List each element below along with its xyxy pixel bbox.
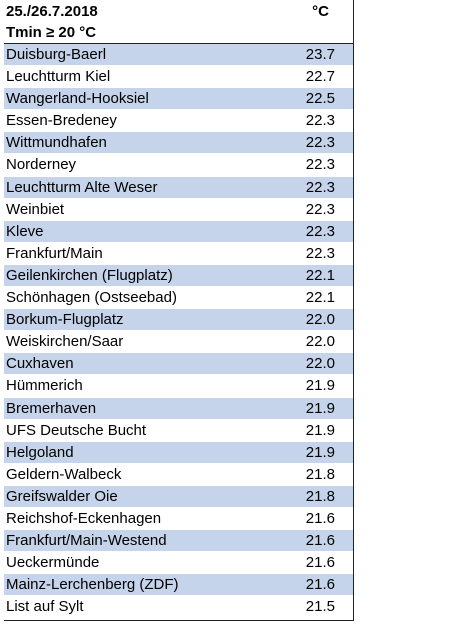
table-row: Geilenkirchen (Flugplatz) 22.1 — [4, 264, 353, 288]
temperature-value: 22.7 — [305, 68, 335, 86]
temperature-value: 22.3 — [305, 112, 335, 130]
station-name: Helgoland — [6, 443, 74, 461]
temperature-table: 25./26.7.2018 °C Tmin ≥ 20 °C Duisburg-B… — [4, 0, 354, 621]
table-row: Cuxhaven 22.0 — [4, 353, 353, 376]
table-row: Bremerhaven 21.9 — [4, 397, 353, 420]
station-name: Geilenkirchen (Flugplatz) — [6, 266, 173, 284]
temperature-value: 22.3 — [305, 244, 335, 262]
table-row: Frankfurt/Main-Westend 21.6 — [4, 530, 353, 553]
temperature-value: 21.6 — [305, 576, 335, 594]
temperature-value: 21.8 — [305, 487, 335, 505]
temperature-value: 21.9 — [305, 377, 335, 395]
station-name: Greifswalder Oie — [6, 487, 118, 505]
table-row: UFS Deutsche Bucht 21.9 — [4, 420, 353, 442]
temperature-value: 23.7 — [305, 46, 335, 63]
temperature-value: 21.8 — [305, 465, 335, 483]
table-row: Borkum-Flugplatz 22.0 — [4, 309, 353, 332]
station-name: Ueckermünde — [6, 554, 100, 572]
table-row: Essen-Bredeney 22.3 — [4, 110, 353, 133]
station-name: Weiskirchen/Saar — [6, 333, 124, 351]
station-name: List auf Sylt — [6, 598, 84, 616]
station-name: Frankfurt/Main — [6, 244, 103, 262]
temperature-value: 22.1 — [305, 289, 335, 307]
table-row: Frankfurt/Main 22.3 — [4, 243, 353, 265]
table-row: Wittmundhafen 22.3 — [4, 132, 353, 155]
table-row: Ueckermünde 21.6 — [4, 552, 353, 575]
temperature-value: 22.1 — [305, 266, 335, 284]
temperature-value: 22.0 — [305, 333, 335, 351]
station-name: Geldern-Walbeck — [6, 465, 122, 483]
temperature-value: 21.6 — [305, 509, 335, 527]
table-row: Norderney 22.3 — [4, 154, 353, 177]
table-row: Greifswalder Oie 21.8 — [4, 485, 353, 508]
station-name: Kleve — [6, 222, 44, 240]
table-row: Leuchtturm Alte Weser 22.3 — [4, 176, 353, 199]
table-row: Duisburg-Baerl 23.7 — [4, 44, 353, 67]
temperature-value: 21.9 — [305, 399, 335, 417]
table-header: 25./26.7.2018 °C Tmin ≥ 20 °C — [4, 0, 353, 44]
station-name: Wangerland-Hooksiel — [6, 90, 149, 108]
table-body: Duisburg-Baerl 23.7 Leuchtturm Kiel 22.7 Wan… — [4, 44, 353, 619]
table-row: Wangerland-Hooksiel 22.5 — [4, 88, 353, 111]
station-name: Mainz-Lerchenberg (ZDF) — [6, 576, 179, 594]
temperature-value: 22.3 — [305, 178, 335, 196]
station-name: Weinbiet — [6, 200, 65, 218]
table-row: Geldern-Walbeck 21.8 — [4, 464, 353, 486]
temperature-value: 22.3 — [305, 222, 335, 240]
temperature-value: 21.9 — [305, 421, 335, 439]
table-row: List auf Sylt 21.5 — [4, 596, 353, 619]
station-name: Duisburg-Baerl — [6, 46, 107, 63]
station-name: Norderney — [6, 156, 77, 174]
station-name: Hümmerich — [6, 377, 83, 395]
header-condition: Tmin ≥ 20 °C — [6, 24, 97, 41]
temperature-value: 21.6 — [305, 532, 335, 550]
temperature-value: 21.6 — [305, 554, 335, 572]
table-row: Kleve 22.3 — [4, 220, 353, 243]
station-name: Cuxhaven — [6, 355, 74, 373]
temperature-value: 22.5 — [305, 90, 335, 108]
table-row: Weiskirchen/Saar 22.0 — [4, 331, 353, 354]
table-row: Leuchtturm Kiel 22.7 — [4, 66, 353, 89]
table-row: Reichshof-Eckenhagen 21.6 — [4, 508, 353, 531]
temperature-value: 21.9 — [305, 443, 335, 461]
table-row: Weinbiet 22.3 — [4, 199, 353, 221]
table-row: Schönhagen (Ostseebad) 22.1 — [4, 287, 353, 310]
station-name: Schönhagen (Ostseebad) — [6, 289, 177, 307]
temperature-value: 22.3 — [305, 134, 335, 152]
station-name: UFS Deutsche Bucht — [6, 421, 147, 439]
temperature-value: 22.3 — [305, 156, 335, 174]
station-name: Borkum-Flugplatz — [6, 311, 124, 329]
station-name: Bremerhaven — [6, 399, 97, 417]
table-row: Hümmerich 21.9 — [4, 375, 353, 398]
station-name: Frankfurt/Main-Westend — [6, 532, 167, 550]
temperature-value: 22.3 — [305, 200, 335, 218]
station-name: Leuchtturm Kiel — [6, 68, 111, 86]
station-name: Wittmundhafen — [6, 134, 107, 152]
table-row: Mainz-Lerchenberg (ZDF) 21.6 — [4, 574, 353, 597]
temperature-value: 22.0 — [305, 311, 335, 329]
header-unit: °C — [312, 3, 329, 20]
temperature-value: 22.0 — [305, 355, 335, 373]
header-date: 25./26.7.2018 — [6, 3, 98, 20]
table-row: Helgoland 21.9 — [4, 441, 353, 464]
station-name: Essen-Bredeney — [6, 112, 117, 130]
temperature-value: 21.5 — [305, 598, 335, 616]
station-name: Reichshof-Eckenhagen — [6, 509, 162, 527]
station-name: Leuchtturm Alte Weser — [6, 178, 158, 196]
